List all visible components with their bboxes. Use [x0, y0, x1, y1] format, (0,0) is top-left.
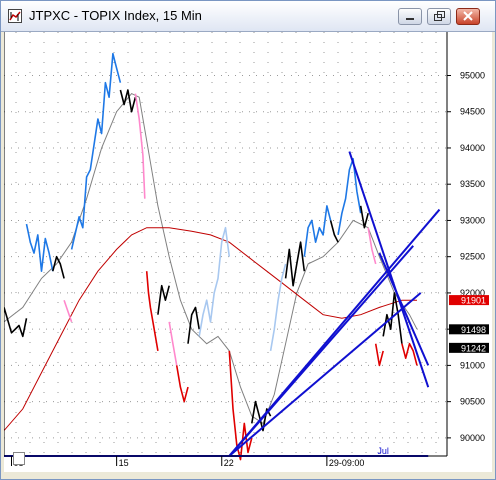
price-segment	[401, 342, 418, 366]
price-segment	[337, 158, 362, 236]
chart-grid	[4, 32, 447, 456]
price-segment	[228, 350, 253, 461]
y-tick-label: 90000	[460, 433, 485, 443]
y-tick-label: 92000	[460, 288, 485, 298]
price-chart[interactable]: 9500094500940009350093000925009200091500…	[4, 32, 492, 472]
chart-window-icon	[8, 9, 22, 23]
minimize-icon	[406, 18, 414, 20]
x-tick-label: 22	[224, 458, 234, 468]
price-segment	[63, 299, 73, 323]
price-tag-label: 91901	[461, 296, 486, 306]
price-segment	[145, 271, 159, 352]
y-tick-label: 90500	[460, 397, 485, 407]
trendline[interactable]	[228, 292, 422, 457]
price-tag-label: 91498	[461, 325, 486, 335]
price-segment	[157, 284, 170, 315]
price-tag	[449, 295, 489, 306]
price-segment	[382, 292, 403, 344]
price-segment	[134, 93, 146, 199]
price-tag-label: 91242	[461, 343, 486, 353]
y-tick-label: 94000	[460, 143, 485, 153]
x-tick-label: 15	[119, 458, 129, 468]
trendline[interactable]	[378, 252, 430, 366]
trendline[interactable]	[348, 151, 430, 388]
y-tick-label: 93000	[460, 215, 485, 225]
price-segment	[303, 205, 332, 257]
maximize-button[interactable]	[427, 8, 451, 25]
window-title: JTPXC - TOPIX Index, 15 Min	[29, 8, 202, 23]
minimize-button[interactable]	[398, 8, 422, 25]
y-tick-label: 94500	[460, 107, 485, 117]
close-icon	[463, 11, 473, 21]
price-segment	[284, 241, 306, 287]
price-segment	[175, 365, 189, 403]
price-segment	[359, 205, 369, 229]
y-tick-label: 93500	[460, 179, 485, 189]
y-tick-label: 95000	[460, 70, 485, 80]
price-tags: 91901 91498 91242	[449, 295, 489, 353]
restore-icon	[434, 11, 445, 21]
price-segment	[52, 255, 65, 279]
price-segment	[269, 263, 287, 352]
price-segment	[70, 52, 122, 250]
short-moving-average-line	[4, 92, 418, 425]
x-tick-label: 29-09:00	[329, 458, 365, 468]
month-marker-label: Jul	[377, 446, 389, 456]
y-tick-label: 92500	[460, 252, 485, 262]
price-segment	[168, 321, 178, 366]
price-segment	[187, 306, 200, 344]
price-segment	[329, 220, 339, 243]
time-scroll-box[interactable]	[13, 452, 25, 465]
title-bar[interactable]: JTPXC - TOPIX Index, 15 Min	[1, 1, 495, 32]
close-button[interactable]	[456, 8, 480, 25]
price-segment	[119, 89, 137, 113]
price-segment	[198, 226, 231, 337]
price-segment	[374, 343, 384, 367]
price-tag	[449, 342, 489, 353]
price-segment	[25, 223, 54, 272]
trendline[interactable]	[228, 208, 441, 457]
price-segment	[4, 307, 28, 338]
chart-background	[4, 32, 492, 472]
y-tick-label: 91000	[460, 360, 485, 370]
price-tag	[449, 324, 489, 335]
price-segment	[367, 227, 377, 265]
